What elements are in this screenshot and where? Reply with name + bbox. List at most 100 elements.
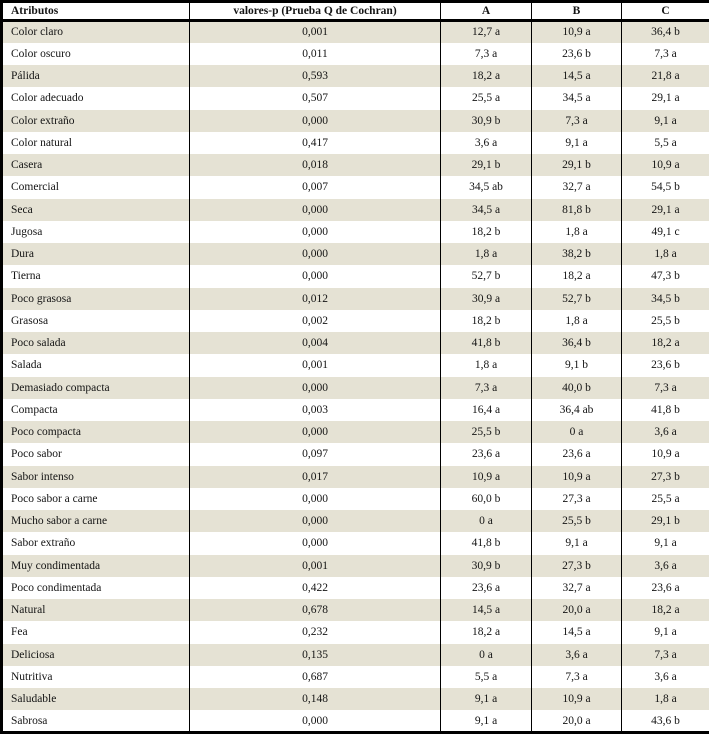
- value-c-cell: 41,8 b: [621, 398, 709, 421]
- table-row: Poco condimentada 0,422 23,6 a 32,7 a 23,6 a: [1, 576, 709, 599]
- attribute-cell: Comercial: [1, 176, 190, 199]
- pvalue-cell: 0,000: [189, 220, 441, 243]
- table-body: Color claro 0,001 12,7 a 10,9 a 36,4 b Color …: [1, 20, 709, 733]
- pvalue-cell: 0,000: [189, 421, 441, 444]
- value-c-cell: 29,1 a: [621, 87, 709, 110]
- value-a-cell: 52,7 b: [440, 265, 532, 288]
- pvalue-cell: 0,678: [189, 599, 441, 622]
- value-b-cell: 9,1 b: [531, 354, 622, 377]
- table-row: Color adecuado 0,507 25,5 a 34,5 a 29,1 a: [1, 87, 709, 110]
- value-c-cell: 9,1 a: [621, 109, 709, 132]
- value-b-cell: 27,3 a: [531, 487, 622, 510]
- table-row: Sabrosa 0,000 9,1 a 20,0 a 43,6 b: [1, 710, 709, 733]
- attribute-cell: Dura: [1, 243, 190, 266]
- table-row: Sabor extraño 0,000 41,8 b 9,1 a 9,1 a: [1, 532, 709, 555]
- value-c-cell: 43,6 b: [621, 710, 709, 733]
- pvalue-cell: 0,001: [189, 20, 441, 43]
- attribute-cell: Sabor extraño: [1, 532, 190, 555]
- table-row: Dura 0,000 1,8 a 38,2 b 1,8 a: [1, 243, 709, 266]
- value-b-cell: 27,3 b: [531, 554, 622, 577]
- value-c-cell: 3,6 a: [621, 665, 709, 688]
- value-a-cell: 30,9 b: [440, 554, 532, 577]
- attribute-cell: Casera: [1, 154, 190, 177]
- pvalue-cell: 0,593: [189, 65, 441, 88]
- value-c-cell: 9,1 a: [621, 621, 709, 644]
- value-a-cell: 29,1 b: [440, 154, 532, 177]
- attribute-cell: Poco salada: [1, 332, 190, 355]
- attribute-cell: Sabrosa: [1, 710, 190, 733]
- value-c-cell: 34,5 b: [621, 287, 709, 310]
- table-row: Sabor intenso 0,017 10,9 a 10,9 a 27,3 b: [1, 465, 709, 488]
- value-b-cell: 10,9 a: [531, 20, 622, 43]
- table-row: Compacta 0,003 16,4 a 36,4 ab 41,8 b: [1, 398, 709, 421]
- pvalue-cell: 0,007: [189, 176, 441, 199]
- value-b-cell: 10,9 a: [531, 465, 622, 488]
- value-a-cell: 30,9 a: [440, 287, 532, 310]
- value-b-cell: 23,6 b: [531, 42, 622, 65]
- value-a-cell: 25,5 a: [440, 87, 532, 110]
- value-c-cell: 7,3 a: [621, 42, 709, 65]
- pvalue-cell: 0,017: [189, 465, 441, 488]
- value-a-cell: 41,8 b: [440, 532, 532, 555]
- value-a-cell: 18,2 b: [440, 309, 532, 332]
- value-a-cell: 18,2 a: [440, 65, 532, 88]
- table-row: Jugosa 0,000 18,2 b 1,8 a 49,1 c: [1, 220, 709, 243]
- attribute-cell: Muy condimentada: [1, 554, 190, 577]
- value-b-cell: 52,7 b: [531, 287, 622, 310]
- value-a-cell: 1,8 a: [440, 354, 532, 377]
- value-a-cell: 23,6 a: [440, 443, 532, 466]
- value-a-cell: 12,7 a: [440, 20, 532, 43]
- attribute-cell: Sabor intenso: [1, 465, 190, 488]
- value-b-cell: 36,4 ab: [531, 398, 622, 421]
- value-b-cell: 34,5 a: [531, 87, 622, 110]
- pvalue-cell: 0,000: [189, 109, 441, 132]
- value-a-cell: 7,3 a: [440, 376, 532, 399]
- pvalue-cell: 0,687: [189, 665, 441, 688]
- attribute-cell: Color natural: [1, 131, 190, 154]
- pvalue-cell: 0,000: [189, 487, 441, 510]
- value-c-cell: 27,3 b: [621, 465, 709, 488]
- value-b-cell: 32,7 a: [531, 176, 622, 199]
- table-row: Muy condimentada 0,001 30,9 b 27,3 b 3,6 a: [1, 554, 709, 577]
- value-a-cell: 7,3 a: [440, 42, 532, 65]
- table-row: Poco sabor 0,097 23,6 a 23,6 a 10,9 a: [1, 443, 709, 466]
- table-row: Color extraño 0,000 30,9 b 7,3 a 9,1 a: [1, 109, 709, 132]
- attribute-cell: Color oscuro: [1, 42, 190, 65]
- pvalue-cell: 0,422: [189, 576, 441, 599]
- value-b-cell: 14,5 a: [531, 65, 622, 88]
- table-row: Deliciosa 0,135 0 a 3,6 a 7,3 a: [1, 643, 709, 666]
- pvalue-cell: 0,000: [189, 532, 441, 555]
- attribute-cell: Poco compacta: [1, 421, 190, 444]
- attribute-cell: Saludable: [1, 688, 190, 711]
- value-b-cell: 29,1 b: [531, 154, 622, 177]
- value-c-cell: 3,6 a: [621, 554, 709, 577]
- pvalue-cell: 0,001: [189, 354, 441, 377]
- value-b-cell: 32,7 a: [531, 576, 622, 599]
- table-row: Demasiado compacta 0,000 7,3 a 40,0 b 7,3 a: [1, 376, 709, 399]
- value-a-cell: 0 a: [440, 643, 532, 666]
- value-a-cell: 34,5 ab: [440, 176, 532, 199]
- header-sample-c: C: [621, 1, 709, 22]
- table-row: Poco grasosa 0,012 30,9 a 52,7 b 34,5 b: [1, 287, 709, 310]
- value-b-cell: 7,3 a: [531, 665, 622, 688]
- table-row: Pálida 0,593 18,2 a 14,5 a 21,8 a: [1, 65, 709, 88]
- pvalue-cell: 0,135: [189, 643, 441, 666]
- value-c-cell: 29,1 a: [621, 198, 709, 221]
- table-row: Grasosa 0,002 18,2 b 1,8 a 25,5 b: [1, 309, 709, 332]
- value-a-cell: 41,8 b: [440, 332, 532, 355]
- attribute-cell: Nutritiva: [1, 665, 190, 688]
- table-header: Atributos valores-p (Prueba Q de Cochran…: [1, 1, 709, 22]
- attribute-cell: Color claro: [1, 20, 190, 43]
- value-b-cell: 9,1 a: [531, 131, 622, 154]
- value-b-cell: 9,1 a: [531, 532, 622, 555]
- value-b-cell: 1,8 a: [531, 220, 622, 243]
- value-b-cell: 20,0 a: [531, 710, 622, 733]
- table-row: Color natural 0,417 3,6 a 9,1 a 5,5 a: [1, 131, 709, 154]
- value-c-cell: 23,6 a: [621, 576, 709, 599]
- value-b-cell: 23,6 a: [531, 443, 622, 466]
- attribute-cell: Fea: [1, 621, 190, 644]
- attribute-cell: Poco grasosa: [1, 287, 190, 310]
